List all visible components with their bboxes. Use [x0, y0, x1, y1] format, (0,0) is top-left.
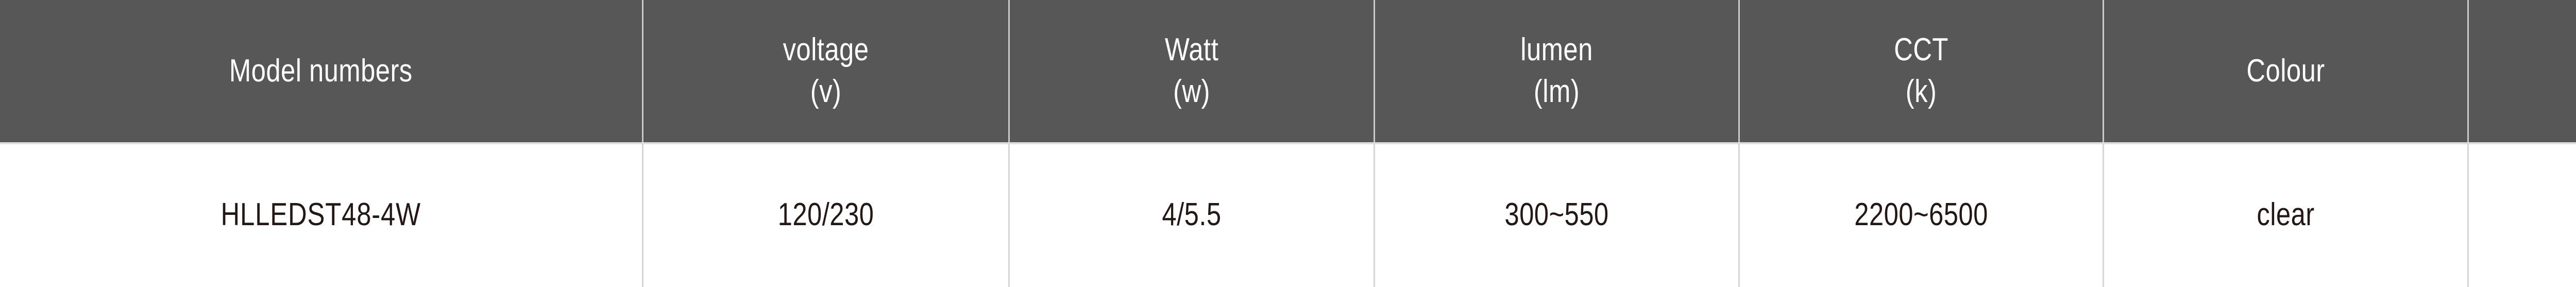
header-line-unit: (w): [1173, 74, 1210, 109]
header-label-watt: Watt (w): [1042, 29, 1341, 112]
cell-value-cct: 2200~6500: [1854, 196, 1988, 232]
cell-cct: 2200~6500: [1739, 142, 2104, 287]
cell-filaments-count: 4: [2468, 142, 2576, 287]
cell-value-voltage: 120/230: [777, 196, 874, 232]
header-line-primary: Watt: [1164, 32, 1218, 68]
header-line-unit: (lm): [1533, 74, 1580, 109]
header-label-colour: Colour: [2137, 50, 2434, 92]
cell-value-watt: 4/5.5: [1161, 196, 1222, 232]
header-line-primary: lumen: [1520, 32, 1593, 68]
header-row: Model numbers voltage (v) Watt (w): [0, 0, 2576, 142]
column-header-voltage: voltage (v): [642, 0, 1010, 142]
header-label-cct: CCT (k): [1772, 29, 2070, 112]
table-row: HLLEDST48-4W 120/230 4/5.5 300~550 2200~…: [0, 142, 2576, 287]
cell-value-colour: clear: [2256, 196, 2315, 232]
table-header: Model numbers voltage (v) Watt (w): [0, 0, 2576, 142]
cell-colour: clear: [2103, 142, 2469, 287]
header-line-primary: Model numbers: [229, 53, 413, 89]
cell-model: HLLEDST48-4W: [0, 142, 643, 287]
header-label-model: Model numbers: [58, 50, 584, 92]
header-line-primary: CCT: [1893, 32, 1948, 68]
header-label-filaments-count: Filaments Count: [2501, 29, 2576, 112]
header-label-voltage: voltage (v): [676, 29, 975, 112]
column-header-colour: Colour: [2103, 0, 2469, 142]
header-line-primary: Colour: [2246, 53, 2325, 89]
header-line-secondary: Count: [2501, 71, 2576, 113]
cell-value-filaments-count: 4: [2501, 195, 2576, 235]
header-line-primary: voltage: [783, 32, 869, 68]
cell-value-lumen: 300~550: [1504, 196, 1609, 232]
header-line-unit: (k): [1905, 74, 1937, 109]
cell-watt: 4/5.5: [1009, 142, 1375, 287]
header-label-lumen: lumen (lm): [1408, 29, 1705, 112]
header-line-unit: (v): [810, 74, 841, 109]
cell-value-model: HLLEDST48-4W: [221, 196, 421, 232]
column-header-watt: Watt (w): [1009, 0, 1375, 142]
header-line-primary: Filaments: [2501, 29, 2576, 71]
column-header-model: Model numbers: [0, 0, 643, 142]
table-body: HLLEDST48-4W 120/230 4/5.5 300~550 2200~…: [0, 142, 2576, 287]
cell-voltage: 120/230: [642, 142, 1010, 287]
cell-lumen: 300~550: [1374, 142, 1740, 287]
column-header-lumen: lumen (lm): [1374, 0, 1740, 142]
column-header-cct: CCT (k): [1739, 0, 2104, 142]
column-header-filaments-count: Filaments Count: [2468, 0, 2576, 142]
